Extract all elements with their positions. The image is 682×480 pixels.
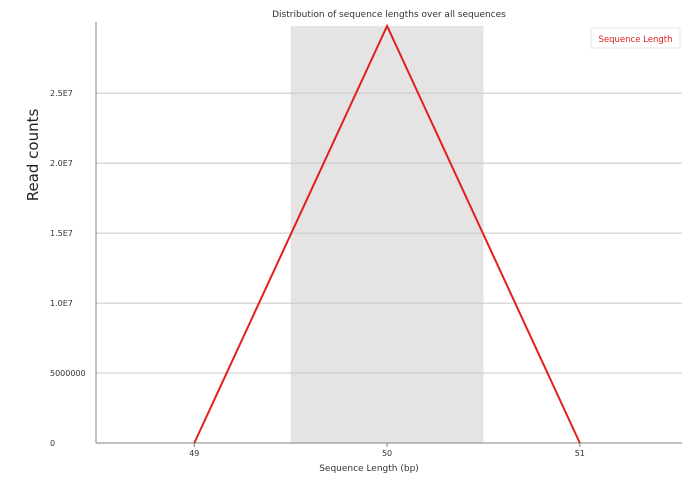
x-tick-label: 51 [575, 449, 585, 458]
chart-title: Distribution of sequence lengths over al… [272, 10, 506, 20]
x-axis-label: Sequence Length (bp) [319, 464, 419, 474]
y-tick-label: 1.0E7 [50, 299, 73, 308]
y-tick-label: 5000000 [50, 369, 86, 378]
highlight-band [291, 26, 484, 443]
x-tick-label: 49 [189, 449, 199, 458]
legend-label-sequence-length: Sequence Length [599, 35, 673, 45]
y-tick-label: 2.5E7 [50, 89, 73, 98]
x-tick-label: 50 [382, 449, 392, 458]
y-tick-label: 1.5E7 [50, 229, 73, 238]
y-tick-label: 0 [50, 439, 55, 448]
legend: Sequence Length [591, 28, 680, 48]
y-axis-label: Read counts [24, 109, 42, 202]
y-tick-label: 2.0E7 [50, 159, 73, 168]
